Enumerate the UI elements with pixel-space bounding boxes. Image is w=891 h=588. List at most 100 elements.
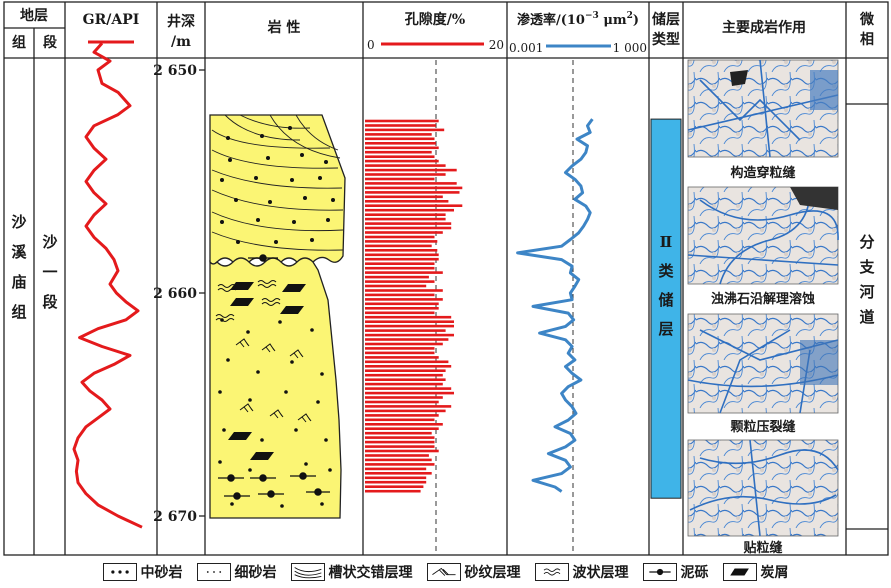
photomicrograph-panel bbox=[687, 59, 839, 537]
member-char-2: 一 bbox=[42, 263, 57, 281]
porosity-bar bbox=[365, 257, 439, 261]
porosity-bar bbox=[365, 200, 449, 203]
porosity-bar bbox=[365, 119, 439, 123]
formation-char-2: 溪 bbox=[11, 243, 27, 261]
porosity-bar bbox=[365, 365, 452, 368]
porosity-bar bbox=[365, 467, 427, 471]
permeability-curve bbox=[516, 118, 594, 493]
lithology-carbon-debris-marks bbox=[228, 282, 306, 460]
legend-label: 炭屑 bbox=[760, 565, 789, 581]
thin-section-photo-1 bbox=[687, 59, 839, 158]
porosity-bar bbox=[365, 204, 463, 207]
header-porosity: 孔隙度/% bbox=[405, 11, 465, 28]
medium-sandstone-symbol bbox=[102, 563, 137, 581]
legend-label: 细砂岩 bbox=[234, 565, 277, 581]
porosity-bar bbox=[365, 284, 427, 288]
reservoir-char-2: 类 bbox=[658, 262, 674, 280]
porosity-bar bbox=[365, 191, 460, 194]
porosity-bar bbox=[365, 182, 457, 185]
header-formation: 组 bbox=[12, 34, 26, 51]
porosity-bar bbox=[365, 253, 439, 257]
porosity-bar bbox=[365, 489, 421, 493]
mud-gravel-symbol bbox=[642, 563, 677, 581]
porosity-bar bbox=[365, 396, 443, 399]
reservoir-char-1: Ⅱ bbox=[660, 233, 673, 251]
porosity-bar bbox=[365, 387, 452, 390]
porosity-bar bbox=[365, 289, 443, 292]
formation-char-4: 组 bbox=[11, 303, 26, 321]
lithology-mud-gravel-marks bbox=[218, 254, 330, 500]
porosity-bar bbox=[365, 324, 454, 328]
porosity-bar bbox=[365, 472, 432, 475]
facies-char-3: 河 bbox=[859, 283, 874, 301]
lithology-lower-body bbox=[209, 257, 342, 519]
facies-char-1: 分 bbox=[859, 233, 874, 251]
table-grid bbox=[3, 1, 889, 556]
porosity-bar bbox=[365, 244, 432, 248]
gr-curve bbox=[72, 42, 143, 529]
lithology-upper-body bbox=[209, 114, 346, 267]
porosity-bar bbox=[365, 418, 435, 422]
facies-char-2: 支 bbox=[858, 258, 875, 276]
porosity-bar bbox=[365, 333, 454, 337]
porosity-bar bbox=[365, 231, 443, 234]
formation-char-1: 沙 bbox=[11, 213, 26, 231]
porosity-bar bbox=[365, 173, 446, 176]
porosity-bar bbox=[365, 445, 435, 448]
legend-label: 中砂岩 bbox=[140, 565, 183, 581]
porosity-bar bbox=[365, 146, 439, 150]
porosity-bar bbox=[365, 405, 452, 408]
porosity-bar bbox=[365, 262, 435, 265]
porosity-bar bbox=[365, 302, 439, 306]
porosity-bar bbox=[365, 222, 452, 225]
porosity-bar bbox=[365, 440, 435, 444]
porosity-bar bbox=[365, 485, 424, 488]
reservoir-char-4: 层 bbox=[658, 320, 673, 338]
legend-item-ripple-lamination: 砂纹层理 bbox=[426, 562, 521, 582]
porosity-bar bbox=[365, 307, 439, 310]
porosity-bar bbox=[365, 155, 435, 158]
porosity-bar bbox=[365, 128, 445, 132]
depth-tick-label: 2 650 bbox=[153, 63, 197, 79]
porosity-bar bbox=[365, 266, 435, 270]
facies-char-4: 道 bbox=[859, 308, 874, 326]
porosity-bar bbox=[365, 137, 435, 141]
trough-cross-bedding-marks bbox=[211, 114, 344, 251]
member-char-1: 沙 bbox=[42, 233, 57, 251]
wavy-bedding-symbol bbox=[534, 563, 569, 581]
porosity-bar bbox=[365, 463, 435, 466]
porosity-bar bbox=[365, 142, 436, 145]
porosity-bar bbox=[365, 431, 432, 435]
legend-label: 波状层理 bbox=[572, 565, 629, 581]
member-char-3: 段 bbox=[42, 293, 57, 311]
porosity-bar bbox=[365, 351, 435, 355]
thin-section-photo-3 bbox=[687, 313, 839, 414]
photo-caption-2: 浊沸石沿解理溶蚀 bbox=[711, 291, 815, 307]
porosity-bar bbox=[365, 235, 435, 239]
photo-caption-3: 颗粒压裂缝 bbox=[730, 419, 795, 435]
header-depth-line1: 井深 bbox=[167, 13, 195, 30]
porosity-bar bbox=[365, 240, 438, 243]
header-lithology: 岩 性 bbox=[267, 19, 301, 36]
porosity-bar bbox=[365, 414, 439, 417]
legend-item-trough-cross-bedding: 槽状交错层理 bbox=[290, 562, 413, 582]
porosity-bar bbox=[365, 347, 435, 350]
porosity-bar bbox=[365, 168, 457, 172]
porosity-bar bbox=[365, 280, 435, 283]
legend-item-wavy-bedding: 波状层理 bbox=[534, 562, 629, 582]
porosity-bar bbox=[365, 208, 454, 212]
perm-min-label: 0.001 bbox=[509, 41, 543, 55]
legend-label: 槽状交错层理 bbox=[328, 565, 413, 581]
legend-item-carbon-debris: 炭屑 bbox=[722, 562, 789, 582]
porosity-bar bbox=[365, 150, 432, 154]
porosity-bar bbox=[365, 159, 439, 163]
lithology-wavy-bedding-marks bbox=[215, 280, 281, 322]
thin-section-photo-2 bbox=[687, 186, 839, 285]
porosity-bar bbox=[365, 186, 463, 190]
legend-label: 泥砾 bbox=[680, 565, 709, 581]
photo-caption-1: 构造穿粒缝 bbox=[730, 165, 795, 181]
header-depth-line2: /m bbox=[171, 34, 191, 50]
porosity-bar bbox=[365, 356, 439, 359]
porosity-bar bbox=[365, 298, 443, 301]
